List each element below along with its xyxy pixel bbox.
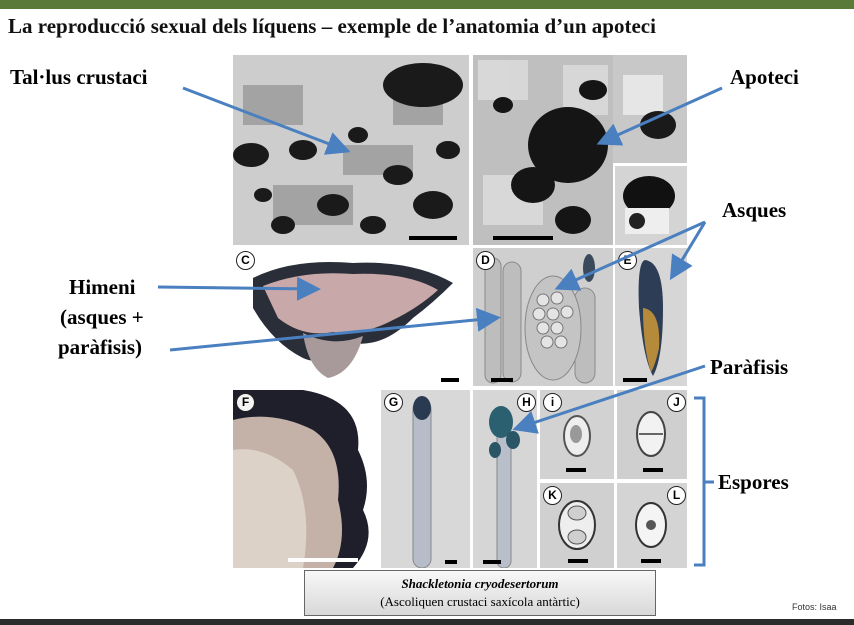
scale-bar [445,560,457,564]
panel-label-d: D [476,251,495,270]
label-hymenium-1: Himeni [69,275,136,299]
label-thallus: Tal·lus crustaci [10,65,148,89]
scale-bar [493,236,553,240]
asci-cluster-illustration [473,248,613,386]
scale-bar [491,378,513,382]
scale-bar [288,558,358,562]
scale-bar [566,468,586,472]
panel-label-c: C [236,251,255,270]
paraphysis-h-illustration [473,390,537,568]
photo-apothecium-inset [615,166,687,245]
caption-description: (Ascoliquen crustaci saxícola antàrtic) [380,594,580,609]
hymenium-illustration [253,262,453,378]
panel-label-g: G [384,393,403,412]
top-accent-bar [0,0,854,9]
photo-single-ascus: E [615,248,687,386]
paraphysis-g-illustration [381,390,470,568]
photo-apothecium [473,55,613,245]
scale-bar [641,559,661,563]
photo-paraphysis-h: H [473,390,537,568]
scale-bar [441,378,459,382]
panel-label-e: E [618,251,637,270]
photo-apothecium-margin: F [233,390,377,568]
label-paraphyses: Paràfisis [710,355,789,379]
scale-bar [623,378,647,382]
page-title: La reproducció sexual dels líquens – exe… [8,14,656,38]
scale-bar [643,468,663,472]
photo-asci-cluster: D [473,248,613,386]
thallus-illustration [233,55,469,245]
scale-bar [483,560,501,564]
photo-hymenium-section: C [233,248,469,386]
scale-bar [568,559,588,563]
apothecium-strip-illustration [613,55,687,163]
panel-label-i: i [543,393,562,412]
photo-spore-j: J [617,390,687,479]
caption-species: Shackletonia cryodesertorum [401,576,559,591]
photo-apothecium-top-strip [613,55,687,163]
apothecium-inset-illustration [615,166,687,245]
photo-paraphysis-g: G [381,390,470,568]
label-apothecium: Apoteci [730,65,799,89]
photo-thallus [233,55,469,245]
photo-spore-i: i [540,390,614,479]
photo-spore-k: K [540,483,614,568]
label-asci: Asques [722,198,787,222]
panel-label-j: J [667,393,686,412]
panel-label-k: K [543,486,562,505]
caption-box: Shackletonia cryodesertorum (Ascoliquen … [304,570,656,616]
label-hymenium-3: paràfisis) [58,335,142,359]
margin-illustration [233,390,369,568]
panel-label-h: H [517,393,536,412]
photo-credit: Fotos: Isaa [792,602,837,612]
panel-label-f: F [236,393,255,412]
bracket-spores [694,396,714,567]
label-hymenium-2: (asques + [60,305,144,329]
apothecium-illustration [473,55,613,245]
photo-spore-l: L [617,483,687,568]
bottom-bar [0,619,854,625]
scale-bar [409,236,457,240]
label-spores: Espores [718,470,789,494]
panel-label-l: L [667,486,686,505]
